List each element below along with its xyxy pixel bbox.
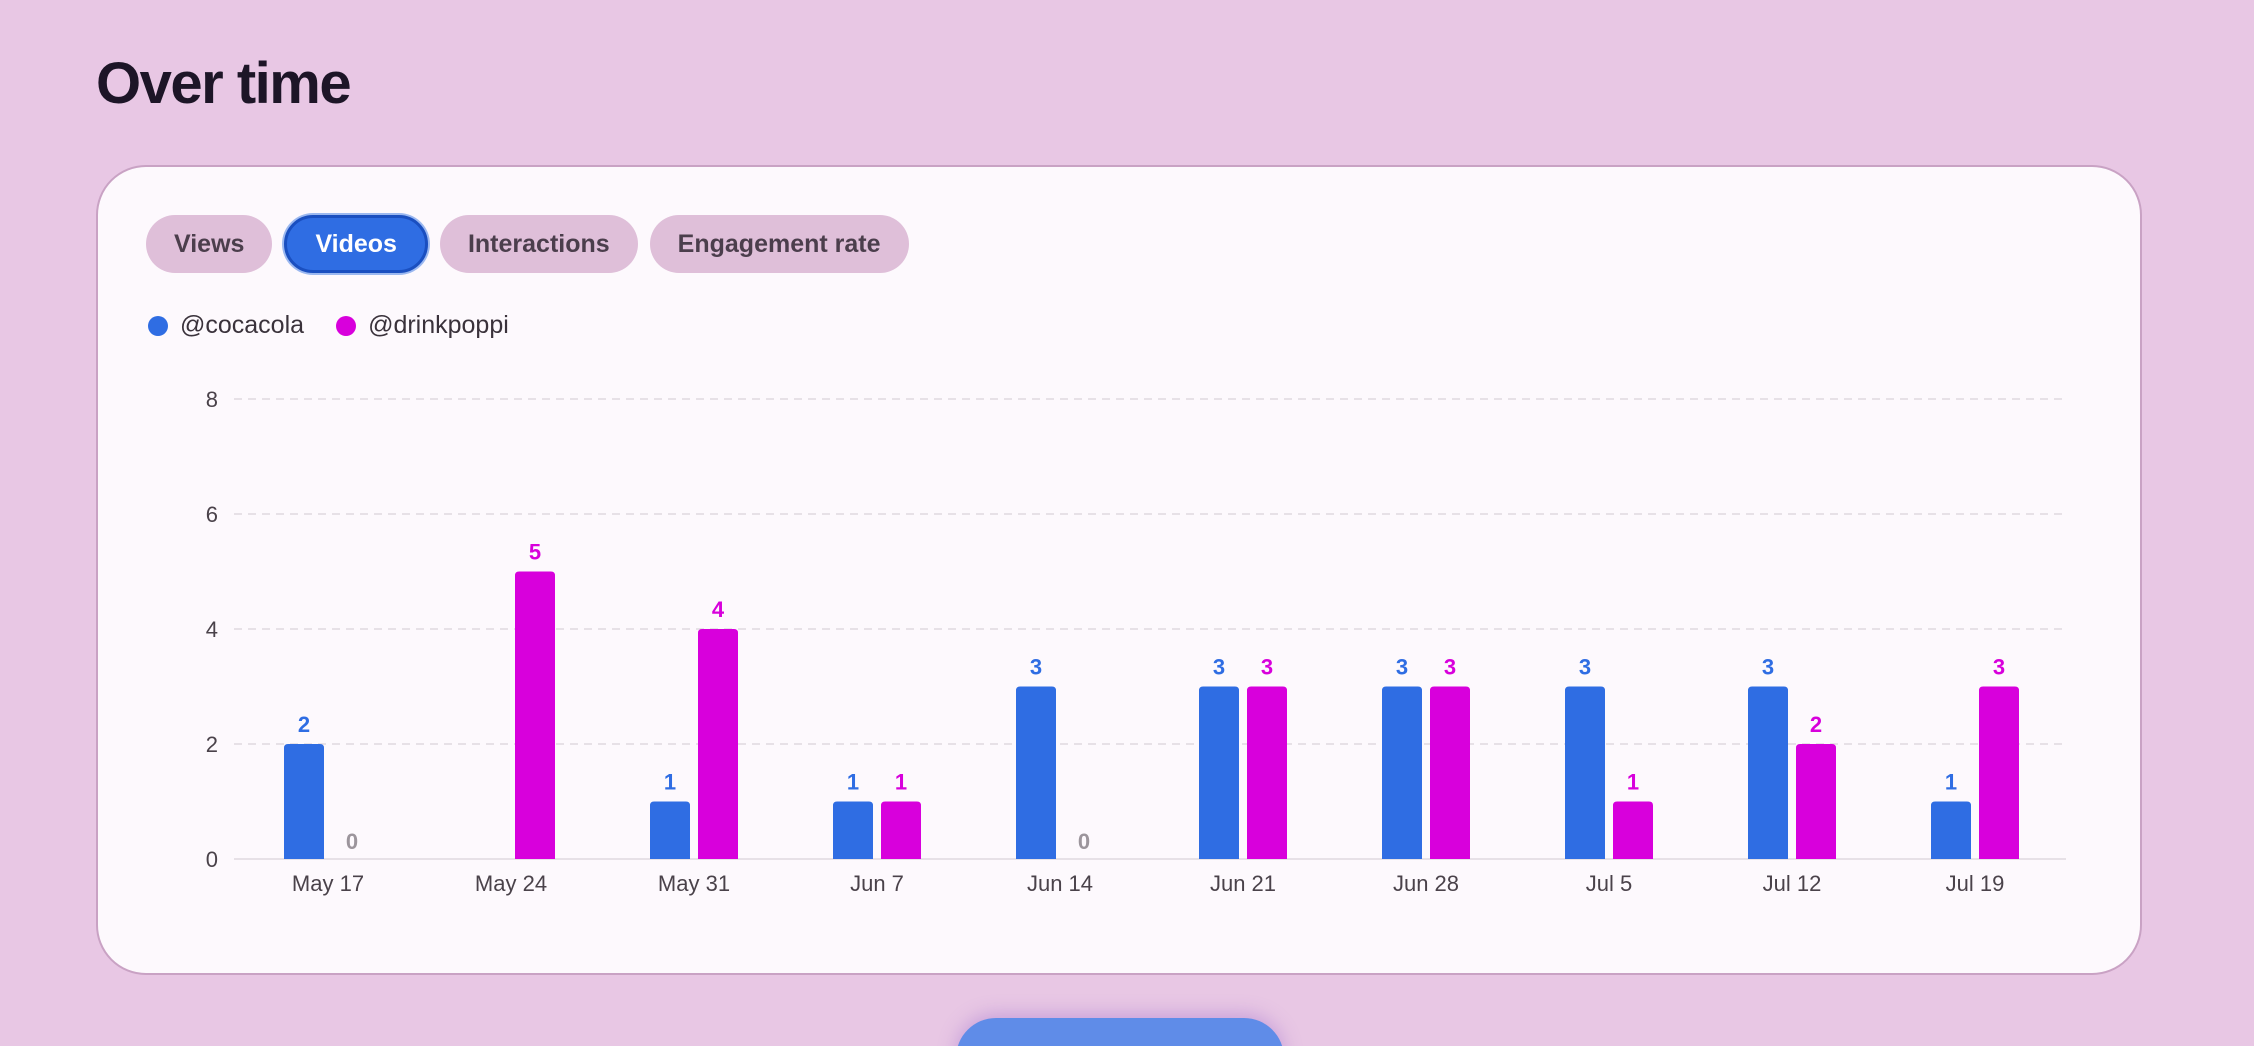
y-tick-label: 4 <box>206 617 218 642</box>
tab-videos[interactable]: Videos <box>284 215 428 273</box>
bar-drinkpoppi <box>1979 686 2019 859</box>
y-tick-label: 2 <box>206 732 218 757</box>
x-tick-label: May 31 <box>658 871 730 896</box>
x-tick-label: Jun 14 <box>1027 871 1093 896</box>
bar-drinkpoppi <box>698 629 738 859</box>
legend-item-cocacola: @cocacola <box>148 311 304 340</box>
bar-drinkpoppi <box>1613 801 1653 859</box>
legend-dot-drinkpoppi <box>336 315 357 336</box>
section-title: Over time <box>96 51 352 116</box>
chart-card: Views Videos Interactions Engagement rat… <box>96 165 2142 975</box>
x-tick-label: Jul 12 <box>1763 871 1822 896</box>
data-label: 3 <box>1213 655 1225 680</box>
legend-item-drinkpoppi: @drinkpoppi <box>336 311 509 340</box>
tab-views[interactable]: Views <box>146 215 273 273</box>
legend-dot-cocacola <box>148 315 168 336</box>
data-label: 3 <box>1993 655 2005 680</box>
legend-label-drinkpoppi: @drinkpoppi <box>368 311 509 339</box>
bar-cocacola <box>284 744 324 859</box>
y-tick-label: 8 <box>206 387 218 412</box>
bar-drinkpoppi <box>1247 686 1287 859</box>
x-tick-label: Jun 7 <box>850 871 904 896</box>
data-label: 3 <box>1579 655 1591 680</box>
data-label: 3 <box>1762 655 1774 680</box>
chart-legend: @cocacola @drinkpoppi <box>148 311 509 340</box>
data-label: 0 <box>1078 829 1090 854</box>
x-tick-label: Jul 5 <box>1586 871 1632 896</box>
data-label: 1 <box>847 770 859 795</box>
data-label: 3 <box>1396 655 1408 680</box>
metric-tabs: Views Videos Interactions Engagement rat… <box>146 215 909 273</box>
data-label: 3 <box>1444 655 1456 680</box>
data-label: 1 <box>664 770 676 795</box>
y-tick-label: 6 <box>206 502 218 527</box>
data-label: 1 <box>895 770 907 795</box>
tab-interactions[interactable]: Interactions <box>439 215 638 273</box>
tab-engagement-rate[interactable]: Engagement rate <box>649 215 909 273</box>
x-tick-label: May 17 <box>292 871 364 896</box>
data-label: 3 <box>1261 655 1273 680</box>
data-label: 1 <box>1627 770 1639 795</box>
bar-cocacola <box>833 801 873 859</box>
data-label: 0 <box>346 829 358 854</box>
data-label: 5 <box>529 540 541 565</box>
bar-drinkpoppi <box>881 801 921 859</box>
bar-drinkpoppi <box>1796 744 1836 859</box>
x-tick-label: Jun 21 <box>1210 871 1276 896</box>
bar-drinkpoppi <box>1430 686 1470 859</box>
data-label: 4 <box>712 597 725 622</box>
bar-drinkpoppi <box>515 571 555 859</box>
data-label: 1 <box>1945 770 1957 795</box>
bar-cocacola <box>1016 686 1056 859</box>
y-tick-label: 0 <box>206 847 218 872</box>
x-tick-label: May 24 <box>475 871 547 896</box>
bar-chart: 0 2 4 6 8 May 17 2 0 May 24 5 May 31 1 4 Jun 7 1 1 Jun 1… <box>206 387 2066 896</box>
legend-label-cocacola: @cocacola <box>180 311 305 339</box>
bar-cocacola <box>1199 686 1239 859</box>
bar-cocacola <box>1748 686 1788 859</box>
data-label: 3 <box>1030 655 1042 680</box>
bar-cocacola <box>1931 801 1971 859</box>
x-tick-label: Jul 19 <box>1946 871 2005 896</box>
bar-cocacola <box>1565 686 1605 859</box>
bar-cocacola <box>650 801 690 859</box>
bar-cocacola <box>1382 686 1422 859</box>
x-tick-label: Jun 28 <box>1393 871 1459 896</box>
data-label: 2 <box>1810 712 1822 737</box>
data-label: 2 <box>298 712 310 737</box>
bottom-action-button[interactable] <box>956 1018 1284 1046</box>
